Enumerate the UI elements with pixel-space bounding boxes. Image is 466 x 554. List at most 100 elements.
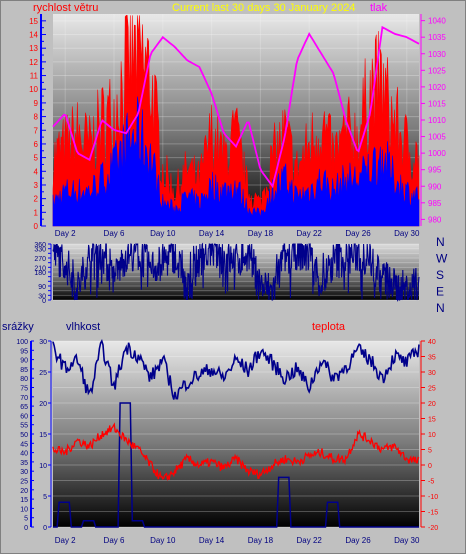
humidity-x-tick-label: Day 26 <box>345 536 371 545</box>
wind-tick-label: 8 <box>34 113 39 122</box>
wind-tick-label: 3 <box>34 181 39 190</box>
rain-tick-label: 65 <box>20 404 28 411</box>
rain-tick-label: 90 <box>20 358 28 365</box>
temperature-tick-label: -10 <box>428 494 438 501</box>
temperature-label: teplota <box>312 321 346 333</box>
compass-label: W <box>436 252 448 266</box>
pressure-tick-label: 995 <box>428 166 442 175</box>
humidity-y-axis: 0 5 10 15 20 25 30 <box>39 339 52 532</box>
wind-x-axis: Day 2 Day 6 Day 10 Day 14 Day 18 Day 22 Day 26… <box>55 229 420 238</box>
wind-tick-label: 9 <box>34 99 39 108</box>
rain-tick-label: 20 <box>20 488 28 495</box>
wind-tick-label: 12 <box>29 58 38 67</box>
direction-tick-label: 0 <box>42 298 46 305</box>
wind-average-area <box>52 96 420 227</box>
pressure-tick-label: 1040 <box>428 17 446 26</box>
wind-tick-label: 4 <box>34 167 39 176</box>
pressure-tick-label: 990 <box>428 182 442 191</box>
wind-tick-label: 11 <box>30 72 39 81</box>
temperature-tick-label: 5 <box>428 448 432 455</box>
direction-tick-label: 210 <box>34 265 46 272</box>
pressure-tick-label: 1020 <box>428 83 446 92</box>
humidity-series <box>52 338 420 528</box>
pressure-tick-label: 1035 <box>428 33 446 42</box>
temperature-tick-label: 30 <box>428 370 436 377</box>
rain-tick-label: 15 <box>20 497 28 504</box>
temperature-tick-label: -5 <box>428 479 434 486</box>
temperature-tick-label: 20 <box>428 401 436 408</box>
pressure-tick-label: 1005 <box>428 133 446 142</box>
pressure-y-axis: 980 985 990 995 1000 1005 1010 1015 1020 1025 1030… <box>420 14 446 226</box>
humidity-gridlines <box>53 340 419 528</box>
wind-x-tick-label: Day 2 <box>55 229 76 238</box>
rain-tick-label: 60 <box>20 413 28 420</box>
direction-tick-label: 180 <box>34 270 46 277</box>
wind-tick-label: 0 <box>34 222 39 231</box>
temperature-tick-label: 0 <box>428 463 432 470</box>
wind-tick-label: 15 <box>29 17 38 26</box>
pressure-tick-label: 985 <box>428 199 442 208</box>
humidity-x-tick-label: Day 2 <box>55 536 76 545</box>
pressure-tick-label: 1010 <box>428 116 446 125</box>
header-pressure-label: tlak <box>370 2 388 14</box>
wind-x-tick-label: Day 18 <box>248 229 274 238</box>
rain-tick-label: 5 <box>24 516 28 523</box>
humidity-tick-label: 15 <box>39 432 47 439</box>
humidity-x-tick-label: Day 30 <box>394 536 420 545</box>
pressure-tick-label: 1015 <box>428 99 446 108</box>
wind-tick-label: 10 <box>29 85 38 94</box>
rain-tick-label: 10 <box>20 506 28 513</box>
humidity-x-tick-label: Day 18 <box>248 536 274 545</box>
wind-tick-label: 13 <box>29 44 38 53</box>
direction-tick-label: 360 <box>34 242 46 249</box>
wind-x-tick-label: Day 30 <box>394 229 420 238</box>
humidity-tick-label: 30 <box>39 339 47 346</box>
humidity-x-tick-label: Day 10 <box>150 536 176 545</box>
direction-tick-label: 330 <box>34 247 46 254</box>
humidity-label: vlhkost <box>66 321 100 333</box>
humidity-x-tick-label: Day 14 <box>199 536 225 545</box>
wind-tick-label: 1 <box>34 208 39 217</box>
pressure-tick-label: 1000 <box>428 149 446 158</box>
rain-tick-label: 100 <box>16 339 28 346</box>
temperature-line <box>52 422 420 482</box>
pressure-tick-label: 1030 <box>428 50 446 59</box>
rain-tick-label: 55 <box>20 423 28 430</box>
rain-tick-label: 30 <box>20 469 28 476</box>
humidity-tick-label: 0 <box>43 525 47 532</box>
compass-label: N <box>436 235 445 249</box>
wind-x-tick-label: Day 6 <box>104 229 125 238</box>
rain-tick-label: 80 <box>20 376 28 383</box>
wind-x-tick-label: Day 26 <box>345 229 371 238</box>
wind-tick-label: 7 <box>34 126 39 135</box>
wind-x-tick-label: Day 14 <box>199 229 225 238</box>
header-title: Current last 30 days 30 January 2024 <box>172 2 355 14</box>
rain-tick-label: 25 <box>20 479 28 486</box>
humidity-x-tick-label: Day 6 <box>104 536 125 545</box>
direction-tick-label: 270 <box>34 256 46 263</box>
rain-line <box>53 402 419 528</box>
wind-series <box>52 15 420 227</box>
rain-tick-label: 85 <box>20 367 28 374</box>
temperature-tick-label: 15 <box>428 417 436 424</box>
direction-tick-label: 90 <box>38 284 46 291</box>
compass-label: E <box>436 285 444 299</box>
compass-label: S <box>436 268 444 282</box>
pressure-tick-label: 1025 <box>428 66 446 75</box>
rain-y-axis: 0 5 10 15 20 25 30 35 40 45 50 55 60 65 70 75 80 85 90 95 10… <box>16 339 34 532</box>
rain-tick-label: 70 <box>20 395 28 402</box>
pressure-line <box>52 25 420 189</box>
compass-label: N <box>436 301 445 315</box>
rain-tick-label: 45 <box>20 441 28 448</box>
temperature-tick-label: -15 <box>428 510 438 517</box>
rain-tick-label: 75 <box>20 386 28 393</box>
wind-tick-label: 14 <box>29 31 38 40</box>
rain-label: srážky <box>2 321 34 333</box>
humidity-x-axis: Day 2 Day 6 Day 10 Day 14 Day 18 Day 22 Day 26… <box>55 536 420 545</box>
pressure-tick-label: 980 <box>428 215 442 224</box>
wind-tick-label: 2 <box>34 195 39 204</box>
